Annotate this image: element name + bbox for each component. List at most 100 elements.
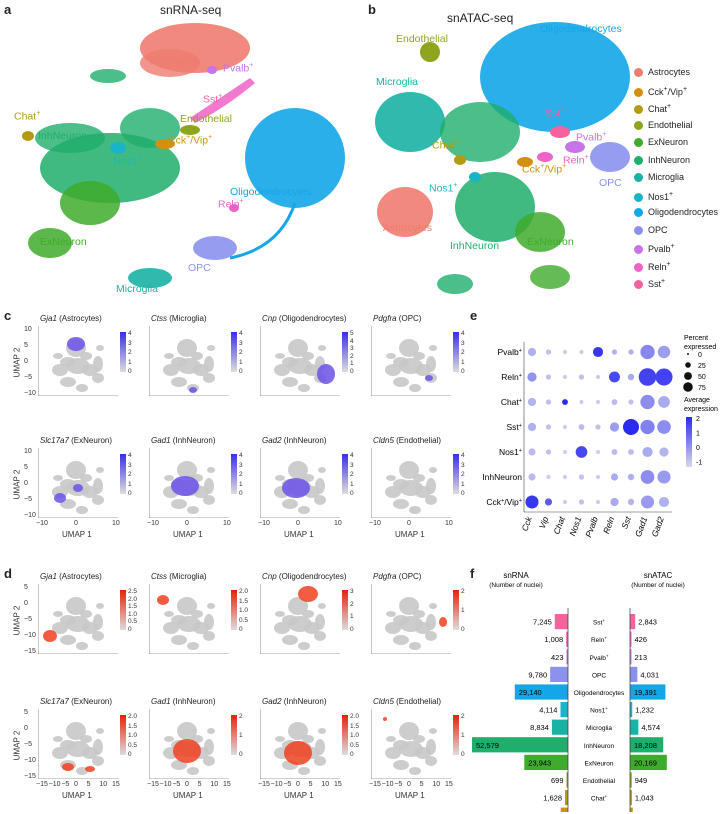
x-tick: 15 — [445, 781, 453, 788]
feature-title: Pdgfra (OPC) — [373, 572, 422, 581]
colorbar-tick: 2 — [461, 471, 465, 478]
umap-b-plot — [375, 22, 630, 294]
bar-category-label: Endothelial — [583, 778, 616, 785]
dotplot-dot — [595, 449, 601, 455]
color-legend-tick: 1 — [696, 431, 700, 438]
colorbar — [231, 332, 237, 372]
y-tick: −5 — [24, 374, 32, 381]
colorbar-tick: 2.5 — [128, 588, 138, 595]
dotplot-row-label: Pvalb+ — [498, 347, 522, 357]
feature-title: Ctss (Microglia) — [151, 314, 207, 323]
umap-b-label-astrocytes: Astrocytes — [383, 222, 433, 234]
colorbar-tick: 1.0 — [128, 610, 138, 618]
dotplot-dot — [611, 349, 618, 355]
dotplot-dot — [545, 349, 552, 355]
feature-title: Cnp (Oligodendrocytes) — [262, 572, 347, 581]
dotplot-dot — [545, 449, 552, 455]
x-tick: −10 — [270, 781, 283, 788]
x-tick: 0 — [296, 781, 300, 788]
umap-a-label-microglia: Microglia — [116, 283, 159, 295]
dotplot-dot — [592, 346, 604, 358]
legend-dot — [634, 155, 643, 165]
bar-atac-value: 20,169 — [634, 758, 657, 767]
colorbar-tick: 0 — [239, 751, 243, 758]
x-tick: 0 — [185, 520, 189, 527]
dotplot-dot — [562, 424, 568, 430]
colorbar-tick: 4 — [461, 452, 465, 459]
dotplot-gene-label: Sst — [619, 515, 633, 531]
feature-title: Gad2 (InhNeuron) — [262, 697, 327, 706]
bar-rna-value: 423 — [551, 653, 564, 662]
color-legend-tick: -1 — [696, 460, 702, 467]
umap-a-label-inhneuron: InhNeuron — [38, 130, 88, 142]
feature-umap-slc17a7 — [38, 709, 118, 779]
x-tick: 5 — [419, 781, 424, 788]
dotplot-dot — [579, 399, 584, 405]
x-axis-label: UMAP 1 — [173, 791, 203, 800]
bar-atac — [630, 737, 664, 753]
feature-title: Cnp (Oligodendrocytes) — [262, 314, 347, 323]
colorbar-tick: 1 — [461, 607, 465, 614]
colorbar-tick: 3 — [128, 339, 132, 347]
dotplot-dot — [545, 399, 552, 405]
dotplot-gene-label: Cck — [519, 515, 534, 533]
legend-item: ExNeuron — [634, 135, 688, 149]
umap-a-plot — [22, 23, 345, 288]
colorbar-tick: 4 — [128, 452, 132, 459]
bar-category-label: Reln+ — [591, 636, 607, 645]
bar-category-label: InhNeuron — [584, 743, 615, 750]
feature-title: Gad2 (InhNeuron) — [262, 436, 327, 445]
bar-rna — [566, 649, 568, 665]
x-tick: 0 — [407, 520, 411, 527]
dotplot-dot — [659, 447, 669, 457]
umap-b-label-pvalb: Pvalb+ — [576, 131, 607, 144]
bar-rna-value: 699 — [551, 776, 564, 785]
feature-title: Pdgfra (OPC) — [373, 314, 422, 323]
colorbar-tick: 1.0 — [350, 732, 360, 739]
bar-rna-value: 29,140 — [519, 688, 542, 697]
bar-rna — [550, 666, 568, 682]
dotplot-dot — [610, 497, 619, 507]
colorbar-tick: 2.0 — [350, 713, 360, 720]
feature-umap-gja1 — [38, 326, 118, 396]
dotplot-dot — [562, 399, 568, 405]
dotplot-dot — [527, 347, 537, 357]
dotplot-dot — [545, 374, 552, 380]
colorbar-tick: 1 — [461, 358, 465, 366]
size-legend-title: expressed — [684, 344, 716, 351]
y-tick: 5 — [24, 584, 28, 591]
dotplot-chart: Pvalb+ Reln+ Chat+ Sst+ Nos1+ InhNeuron Cck+/V… — [482, 335, 718, 539]
bar-atac — [630, 772, 632, 788]
feature-umap-ctss — [149, 326, 229, 396]
legend-item: Astrocytes — [634, 65, 690, 79]
legend-dot — [634, 105, 643, 115]
bar-category-label: Nos1+ — [590, 706, 608, 715]
x-tick: −10 — [159, 781, 172, 788]
y-axis-label: UMAP 2 — [12, 730, 22, 761]
bar-category-label: Sst+ — [593, 618, 605, 627]
bar-rna-value: 4,114 — [539, 706, 557, 715]
x-tick: −5 — [283, 781, 292, 788]
feature-umap-ctss — [149, 584, 229, 654]
umap-b-label-cck-vip: Cck+/Vip+ — [522, 163, 567, 176]
bar-category-label: Chat+ — [591, 794, 608, 803]
colorbar-tick: 1 — [350, 480, 354, 488]
y-tick: 5 — [24, 342, 28, 349]
dotplot-dot — [575, 446, 588, 458]
y-tick: −5 — [24, 616, 32, 623]
dotplot-dot — [562, 474, 568, 480]
color-legend-title: expression — [684, 406, 718, 413]
legend-dot — [634, 245, 643, 255]
bar-atac — [630, 702, 633, 718]
x-axis-label: UMAP 1 — [395, 791, 425, 800]
x-tick: 15 — [112, 781, 120, 788]
bar-atac — [630, 649, 632, 665]
colorbar-tick: 4 — [461, 330, 465, 337]
colorbar-tick: 1 — [239, 480, 243, 488]
x-tick: −10 — [369, 520, 381, 527]
legend-dot — [634, 225, 643, 235]
size-legend-dot — [687, 353, 689, 355]
feature-title: Gad1 (InhNeuron) — [151, 436, 216, 445]
x-tick: 15 — [223, 781, 231, 788]
bar-category-label: ExNeuron — [585, 760, 614, 767]
